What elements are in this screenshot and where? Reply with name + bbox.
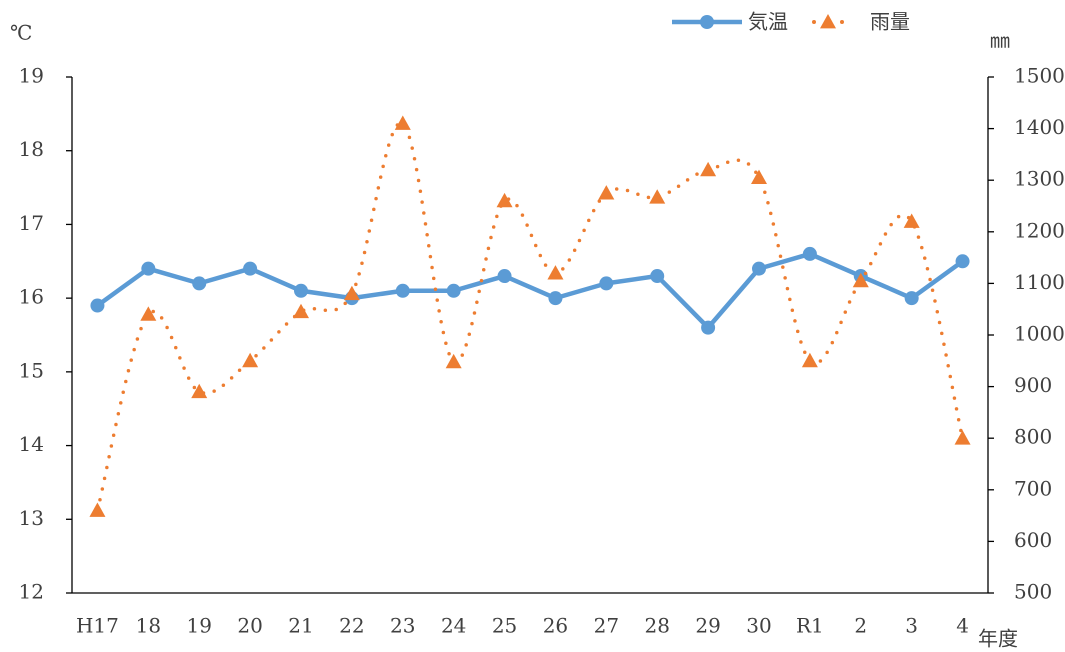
x-tick-label: R1 <box>796 614 824 638</box>
x-tick-label: 30 <box>746 614 771 638</box>
data-point <box>752 261 766 276</box>
x-tick-label: 20 <box>237 614 262 638</box>
data-point <box>701 320 716 335</box>
x-axis-label: 年度 <box>978 627 1018 651</box>
x-tick-label: 29 <box>695 614 720 638</box>
data-point <box>191 383 208 399</box>
data-point <box>395 283 410 298</box>
x-tick-label: 27 <box>594 614 619 638</box>
data-point <box>802 246 817 261</box>
data-point <box>89 502 106 517</box>
data-point <box>293 303 309 319</box>
data-point <box>394 115 411 130</box>
data-point <box>446 283 461 298</box>
y-axis-label: ℃ <box>10 21 32 45</box>
x-tick-label: 3 <box>905 614 918 638</box>
x-tick-label: 2 <box>854 614 867 638</box>
data-point <box>294 283 308 298</box>
x-tick-label: H17 <box>76 614 119 638</box>
data-point <box>649 189 666 204</box>
data-point <box>650 269 665 284</box>
y-tick-label: 15 <box>19 358 44 382</box>
y-tick-label: 17 <box>19 211 44 235</box>
data-point <box>599 276 614 291</box>
data-point <box>955 254 970 269</box>
y2-tick-label: 900 <box>1014 373 1052 397</box>
data-point <box>496 192 513 208</box>
y2-tick-label: 1200 <box>1014 218 1065 242</box>
data-point <box>852 272 869 288</box>
data-point <box>445 353 462 369</box>
y-tick-label: 18 <box>19 137 44 161</box>
data-point <box>497 269 512 284</box>
x-tick-label: 21 <box>288 614 313 638</box>
x-tick-label: 22 <box>339 614 364 638</box>
data-point <box>192 276 207 291</box>
data-point <box>243 261 258 276</box>
y-tick-label: 16 <box>19 285 44 309</box>
x-tick-label: 19 <box>186 614 211 638</box>
legend-symbol <box>812 20 816 24</box>
y2-tick-label: 800 <box>1014 425 1052 449</box>
data-point <box>343 285 360 301</box>
y2-axis-label: ㎜ <box>990 29 1010 53</box>
series-line <box>95 121 965 513</box>
legend-symbol <box>840 20 844 24</box>
x-tick-label: 24 <box>441 614 466 638</box>
series-line <box>96 251 964 330</box>
y2-tick-label: 1300 <box>1014 167 1065 191</box>
data-point <box>548 291 563 306</box>
data-point <box>954 430 971 445</box>
y-tick-label: 19 <box>19 64 44 88</box>
data-point <box>242 352 259 368</box>
data-point <box>801 352 818 368</box>
legend-symbol <box>820 14 836 29</box>
x-tick-label: 28 <box>644 614 669 638</box>
x-tick-label: 26 <box>543 614 568 638</box>
y-tick-label: 14 <box>19 432 44 456</box>
y2-tick-label: 600 <box>1014 528 1052 552</box>
data-point <box>751 169 767 185</box>
y2-tick-label: 700 <box>1014 476 1052 500</box>
x-tick-label: 18 <box>136 614 161 638</box>
data-point <box>700 161 717 177</box>
y2-tick-label: 1100 <box>1014 270 1065 294</box>
data-point <box>598 185 615 200</box>
x-tick-label: 23 <box>390 614 415 638</box>
y-tick-label: 12 <box>19 580 44 604</box>
x-tick-label: 4 <box>956 614 969 638</box>
data-point <box>547 265 564 280</box>
y-tick-label: 13 <box>19 506 44 530</box>
legend-label: 雨量 <box>870 10 910 34</box>
legend-symbol <box>700 15 714 29</box>
data-point <box>140 306 157 321</box>
data-point <box>90 298 105 313</box>
legend-label: 気温 <box>748 10 788 34</box>
x-tick-label: 25 <box>492 614 517 638</box>
data-point <box>141 261 156 276</box>
y2-tick-label: 500 <box>1014 580 1052 604</box>
data-point <box>903 213 920 228</box>
y2-tick-label: 1000 <box>1014 322 1065 346</box>
data-point <box>904 291 919 306</box>
y2-tick-label: 1400 <box>1014 115 1065 139</box>
y2-tick-label: 1500 <box>1014 64 1065 88</box>
